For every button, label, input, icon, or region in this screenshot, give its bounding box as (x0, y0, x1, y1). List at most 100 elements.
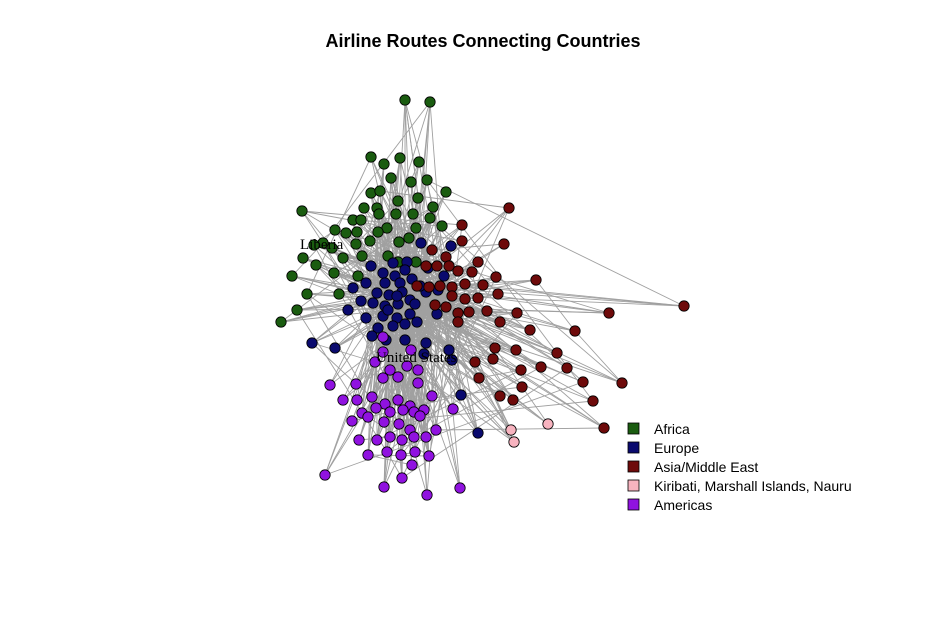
country-node (366, 391, 378, 403)
legend-swatch-kiribati-marshall-nauru (627, 479, 640, 492)
route-edge (311, 342, 357, 385)
route-edge (306, 156, 372, 295)
country-node (352, 270, 364, 282)
country-node (384, 431, 396, 443)
country-node (409, 446, 421, 458)
country-node (372, 226, 384, 238)
country-node (308, 239, 320, 251)
route-edge (367, 282, 401, 456)
country-node (561, 362, 573, 374)
country-node (340, 227, 352, 239)
route-edge (367, 291, 375, 456)
route-edge (400, 312, 518, 456)
country-node (351, 394, 363, 406)
country-node (603, 307, 615, 319)
country-node (427, 201, 439, 213)
route-edge (352, 219, 443, 227)
country-node (424, 96, 436, 108)
legend-item-africa: Africa (627, 421, 690, 437)
route-edge (390, 177, 512, 431)
country-node (378, 158, 390, 170)
country-node (350, 378, 362, 390)
country-node (494, 316, 506, 328)
country-node (377, 372, 389, 384)
country-node (381, 446, 393, 458)
country-node (396, 472, 408, 484)
country-node (498, 238, 510, 250)
country-node (455, 389, 467, 401)
legend-swatch-africa (627, 422, 640, 435)
country-node (346, 415, 358, 427)
country-node (494, 390, 506, 402)
country-node (329, 224, 341, 236)
country-node (384, 364, 396, 376)
country-node (409, 298, 421, 310)
legend-swatch-asia-middle-east (627, 460, 640, 473)
country-node (487, 353, 499, 365)
country-node (310, 259, 322, 271)
node-label-layer: Liberia United States (300, 237, 457, 366)
country-node (404, 308, 416, 320)
route-edge (296, 309, 388, 453)
country-node (421, 489, 433, 501)
legend-item-kiribati-marshall-nauru: Kiribati, Marshall Islands, Nauru (627, 478, 852, 494)
country-node (387, 320, 399, 332)
country-node (337, 394, 349, 406)
country-node (408, 431, 420, 443)
country-node (431, 308, 443, 320)
country-node (306, 337, 318, 349)
country-node (443, 344, 455, 356)
country-node (377, 331, 389, 343)
country-node (405, 176, 417, 188)
country-node (405, 344, 417, 356)
country-node (347, 282, 359, 294)
route-edge (448, 293, 605, 429)
country-node (440, 301, 452, 313)
country-node (577, 376, 589, 388)
route-edge (404, 326, 594, 402)
country-node (516, 381, 528, 393)
country-node (456, 235, 468, 247)
route-edge (400, 311, 410, 456)
country-node (423, 281, 435, 293)
country-node (411, 280, 423, 292)
country-node (353, 434, 365, 446)
country-node (489, 342, 501, 354)
country-node (452, 316, 464, 328)
legend-item-americas: Americas (627, 497, 712, 513)
route-edge (414, 299, 623, 384)
country-node (371, 287, 383, 299)
country-node (333, 288, 345, 300)
country-node (542, 418, 554, 430)
route-edge (441, 291, 461, 489)
country-node (370, 402, 382, 414)
country-node (524, 324, 536, 336)
country-node (399, 264, 411, 276)
country-node (431, 260, 443, 272)
country-node (373, 208, 385, 220)
country-node (508, 436, 520, 448)
country-node (421, 174, 433, 186)
country-node (469, 356, 481, 368)
country-node (401, 360, 413, 372)
country-node (463, 306, 475, 318)
node-label-united-states: United States (376, 350, 457, 366)
route-edge (535, 279, 576, 332)
country-node (358, 202, 370, 214)
country-node (414, 410, 426, 422)
country-node (385, 172, 397, 184)
country-node (378, 416, 390, 428)
country-node (426, 244, 438, 256)
country-node (678, 300, 690, 312)
country-node (466, 266, 478, 278)
country-node (438, 270, 450, 282)
country-node (319, 469, 331, 481)
country-node (328, 267, 340, 279)
country-node (350, 238, 362, 250)
route-edge (280, 309, 389, 323)
legend-label-americas: Americas (654, 497, 712, 513)
legend-label-kiribati-marshall-nauru: Kiribati, Marshall Islands, Nauru (654, 478, 852, 494)
country-node (445, 240, 457, 252)
country-node (447, 403, 459, 415)
country-node (459, 278, 471, 290)
